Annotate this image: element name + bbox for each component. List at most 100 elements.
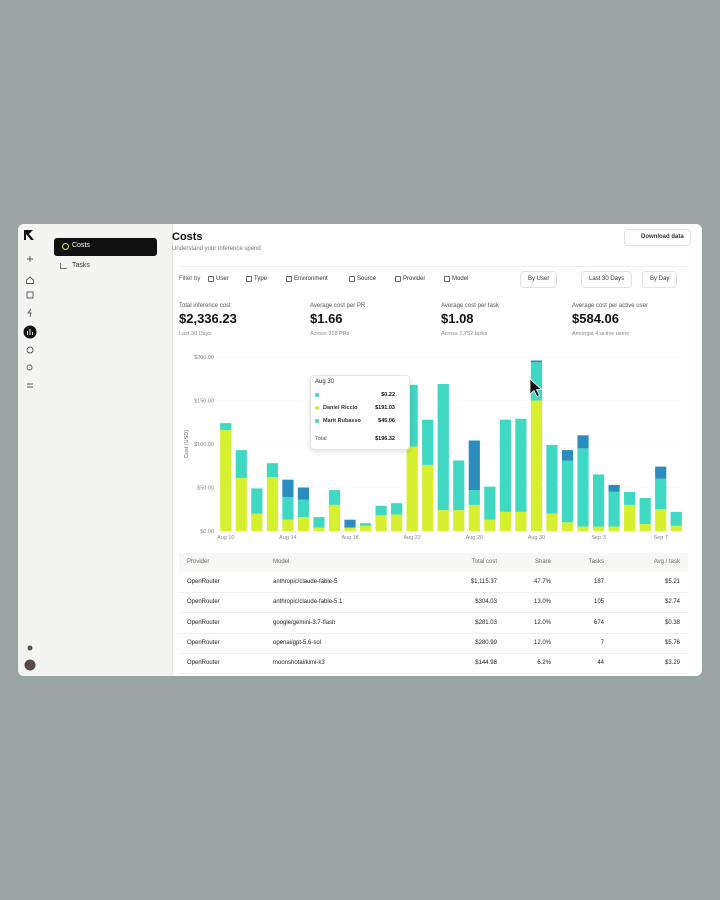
button-label: Download data <box>641 234 684 240</box>
nav-item[interactable]: Tasks <box>72 262 90 269</box>
page-title: Costs <box>172 231 203 243</box>
y-tick-label: $200.00 <box>194 355 214 361</box>
cell: 44 <box>597 660 604 667</box>
icon <box>26 346 34 354</box>
cell: 105 <box>593 599 604 606</box>
cell: $304.03 <box>475 599 497 606</box>
stat-value: $1.08 <box>441 311 474 326</box>
bar-segment <box>546 444 558 514</box>
stat-note: Across 1,752 tasks <box>441 331 488 337</box>
row-divider <box>179 592 688 593</box>
column-header: Provider <box>187 559 210 565</box>
filter-chip[interactable]: Model <box>452 276 469 282</box>
cell: 674 <box>593 619 604 626</box>
filter-chip[interactable]: Environment <box>294 276 328 282</box>
filter-chip[interactable]: Provider <box>403 276 426 282</box>
filter-icon <box>395 276 401 282</box>
bar-segment <box>406 384 418 447</box>
select[interactable]: By Day <box>642 271 678 288</box>
tooltip-name: Marit Rubasso <box>323 418 361 424</box>
table-header-bg <box>179 553 688 572</box>
column-header: Model <box>273 559 290 565</box>
cell: openai/gpt-5.6-sol <box>273 639 322 646</box>
cursor <box>529 378 543 398</box>
bar-segment <box>344 527 356 531</box>
bar-segment <box>453 510 465 531</box>
filter-icon <box>246 276 252 282</box>
bar-segment <box>530 360 543 363</box>
cell: $281.03 <box>475 619 497 626</box>
bar-segment <box>406 446 418 531</box>
tooltip-title: Aug 30 <box>315 379 335 385</box>
nav-item[interactable]: Costs <box>72 242 90 249</box>
icon <box>26 291 34 299</box>
cell: 6.2% <box>537 660 551 667</box>
bar-segment <box>655 466 667 479</box>
stat-note: Last 30 Days <box>179 331 212 337</box>
bar-segment <box>608 526 620 531</box>
cell: anthropic/claude-fable-5 <box>273 579 338 585</box>
bar-segment <box>655 478 667 510</box>
bar-segment <box>577 435 589 449</box>
bar-segment <box>375 505 387 516</box>
tooltip-dot <box>315 393 319 397</box>
download-button[interactable]: Download data <box>624 229 691 246</box>
bar-segment <box>328 504 341 531</box>
row-divider <box>179 632 688 634</box>
bar-segment <box>530 362 543 401</box>
filter-chip[interactable]: User <box>216 276 229 282</box>
bar-segment <box>282 519 294 531</box>
bar-segment <box>608 484 620 492</box>
bar-segment <box>235 477 247 531</box>
bar-segment <box>359 525 372 531</box>
y-tick-label: $0.00 <box>200 529 214 535</box>
bar-segment <box>437 510 449 531</box>
bar-segment <box>297 487 310 500</box>
row-divider <box>179 612 688 614</box>
cell: $5.21 <box>664 579 680 585</box>
stat-label: Average cost per task <box>441 303 499 309</box>
icon <box>26 276 34 284</box>
stat-value: $1.66 <box>310 311 343 326</box>
row-divider <box>179 652 688 654</box>
bar-segment <box>437 383 449 511</box>
tooltip-name: Daniel Riccio <box>323 405 358 411</box>
select[interactable]: Last 30 Days <box>581 271 633 288</box>
cell: 12.0% <box>533 639 551 646</box>
x-tick-label: Aug 14 <box>279 535 296 541</box>
bar-segment <box>297 499 310 518</box>
bar-segment <box>282 497 294 520</box>
x-tick-label: Aug 30 <box>528 535 545 541</box>
cell: OpenRouter <box>187 619 220 626</box>
bar-segment <box>561 450 574 461</box>
bar-segment <box>251 513 263 531</box>
bar-segment <box>251 488 263 514</box>
nav-panel: Costs Tasks <box>42 224 173 676</box>
filter-chip[interactable]: Type <box>254 276 268 282</box>
x-tick-label: Sep 3 <box>591 535 605 541</box>
bar-segment <box>546 513 558 531</box>
y-axis-title: Cost (USD) <box>184 430 190 458</box>
cell: $3.29 <box>664 660 680 667</box>
cell: $144.98 <box>475 660 497 667</box>
nav-active[interactable] <box>54 238 157 256</box>
avatar[interactable] <box>24 659 36 671</box>
column-header: Total cost <box>471 559 497 565</box>
cell: $2.74 <box>664 599 680 606</box>
app-window: Costs Tasks Costs Understand your infere… <box>18 224 702 676</box>
select[interactable]: By User <box>520 271 558 288</box>
column-header: Share <box>534 559 551 565</box>
bar-segment <box>561 460 574 523</box>
bar-segment <box>655 509 667 531</box>
nav-icon <box>60 263 67 269</box>
stat-label: Total inference cost <box>179 303 231 309</box>
page-subtitle: Understand your inference spend <box>172 246 261 252</box>
bar-segment <box>670 525 682 531</box>
bar-segment <box>624 504 636 531</box>
chart: Cost (USD) $0.00 $50.00 $100.00 $150.00 $200… <box>184 355 684 541</box>
stat-note: Across 918 PRs <box>310 331 350 337</box>
tooltip-total: $196.32 <box>375 436 395 442</box>
filter-chip[interactable]: Source <box>357 276 377 282</box>
icon <box>27 329 33 335</box>
bar-segment <box>499 419 511 512</box>
